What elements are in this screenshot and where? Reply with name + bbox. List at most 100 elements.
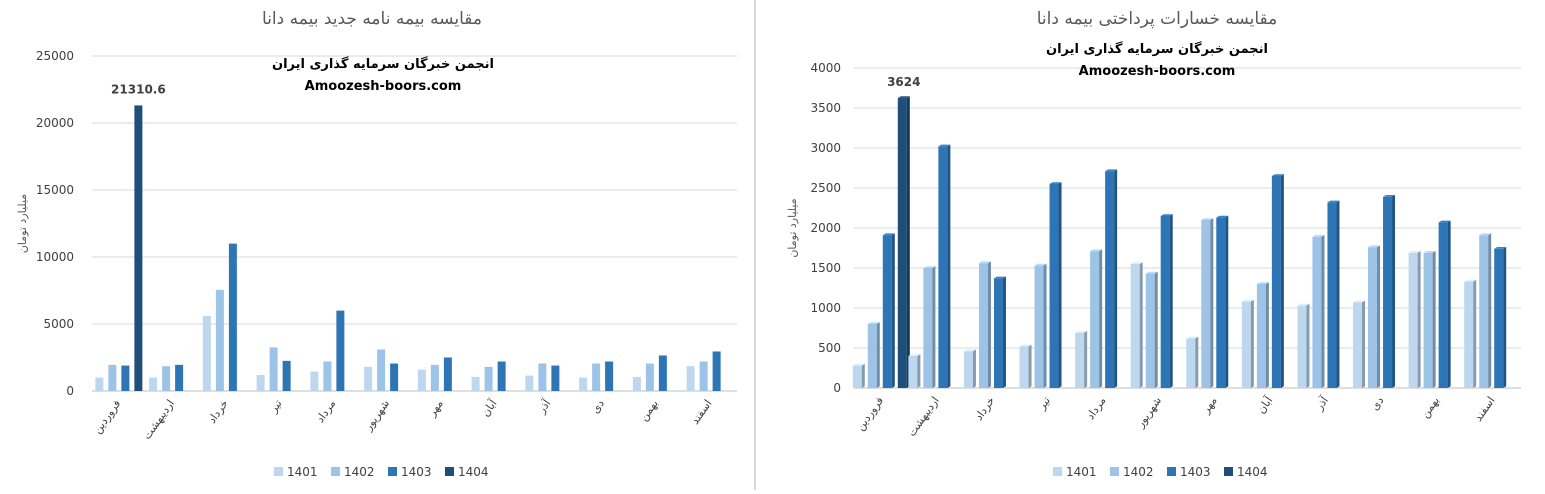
claims-paid-chart-panel: مقایسه خسارات پرداختی بیمه دانا 0 500 1000 1… xyxy=(757,0,1545,490)
bar-1403-11 xyxy=(1494,247,1507,388)
bar-face xyxy=(202,315,211,391)
legend-swatch xyxy=(274,467,283,476)
bar-side xyxy=(1280,174,1284,388)
bar-face xyxy=(592,363,601,391)
bar-1403-10 xyxy=(1438,220,1451,388)
bar-1402-7 xyxy=(1256,282,1269,388)
bar-face xyxy=(269,347,278,391)
bar-face xyxy=(1216,217,1226,388)
bar-1403-1 xyxy=(175,364,184,391)
bar-face xyxy=(1494,248,1504,388)
x-tick-label: آذر xyxy=(1311,393,1331,413)
x-tick-label: مهر xyxy=(425,397,446,419)
legend-label: 1404 xyxy=(458,465,489,479)
bar-1402-6 xyxy=(1201,218,1214,388)
bar-side xyxy=(1002,276,1006,388)
bar-face xyxy=(658,355,667,391)
bar-face xyxy=(897,98,907,388)
bar-1403-4 xyxy=(1105,169,1118,388)
bar-top xyxy=(1034,263,1047,266)
bar-face xyxy=(430,364,439,391)
bar-face xyxy=(484,366,493,391)
bar-1401-11 xyxy=(686,366,695,391)
x-tick-label: بهمن xyxy=(637,397,661,423)
bar-1403-3 xyxy=(1049,182,1062,388)
legend-swatch xyxy=(1110,467,1119,476)
x-tick-label: مرداد xyxy=(313,397,338,425)
bar-side xyxy=(1473,279,1477,388)
y-tick-label: 1500 xyxy=(810,261,841,275)
bar-side xyxy=(1028,344,1032,388)
bar-top xyxy=(1201,218,1214,220)
chart-title: مقایسه خسارات پرداختی بیمه دانا xyxy=(1037,9,1278,29)
legend-label: 1401 xyxy=(287,465,318,479)
bar-face xyxy=(1019,346,1029,388)
bar-top xyxy=(1256,282,1269,284)
bar-side xyxy=(1154,271,1158,388)
x-tick-label: آذر xyxy=(534,396,554,416)
bar-face xyxy=(497,361,506,391)
bar-top xyxy=(1019,344,1032,347)
bar-1402-9 xyxy=(592,363,601,391)
bar-top xyxy=(1423,251,1436,253)
bar-face xyxy=(1464,281,1474,388)
bar-side xyxy=(1447,220,1451,388)
bar-1402-5 xyxy=(1145,271,1158,388)
x-tick-label: شهریور xyxy=(361,397,392,433)
y-tick-label: 3000 xyxy=(810,141,841,155)
bar-face xyxy=(310,371,319,391)
x-tick-label: شهریور xyxy=(1133,394,1164,430)
bar-side xyxy=(1488,233,1492,388)
x-tick-label: آبان xyxy=(1254,393,1276,416)
bar-face xyxy=(390,363,399,391)
bar-1401-9 xyxy=(1353,300,1366,388)
bar-top xyxy=(1186,336,1199,339)
watermark-text: Amoozesh-boors.com xyxy=(305,79,462,94)
bar-top xyxy=(1479,233,1492,236)
bar-face xyxy=(256,374,265,391)
bar-top xyxy=(908,354,921,356)
bar-face xyxy=(1327,202,1337,388)
bar-1403-5 xyxy=(1160,214,1173,388)
bar-face xyxy=(712,351,721,391)
y-tick-label: 10000 xyxy=(36,250,74,264)
bar-1401-0 xyxy=(95,377,104,391)
bar-top xyxy=(1327,200,1340,203)
x-tick-label: فروردین xyxy=(854,394,887,433)
legend-label: 1401 xyxy=(1066,465,1097,479)
bar-side xyxy=(1114,169,1118,388)
bar-side xyxy=(972,349,976,388)
bar-side xyxy=(891,233,895,388)
watermark-text: انجمن خبرگان سرمایه گذاری ایران xyxy=(272,56,494,72)
bar-side xyxy=(1265,282,1269,388)
bar-side xyxy=(1169,214,1173,388)
x-tick-label: دی xyxy=(1368,394,1386,413)
bar-1403-0 xyxy=(121,365,130,391)
bar-top xyxy=(1438,220,1451,223)
bar-1403-9 xyxy=(1383,195,1396,388)
bar-face xyxy=(377,349,386,391)
bar-face xyxy=(1105,171,1115,388)
bar-face xyxy=(686,366,695,391)
bar-face xyxy=(645,363,654,391)
bar-1401-10 xyxy=(632,376,641,391)
bar-1402-3 xyxy=(269,347,278,391)
bar-face xyxy=(1145,273,1155,388)
bar-1402-5 xyxy=(377,349,386,391)
bar-face xyxy=(1353,302,1363,388)
bar-face xyxy=(1479,235,1489,388)
bar-side xyxy=(1503,247,1507,388)
bar-1402-2 xyxy=(215,289,224,391)
claims-paid-chart: مقایسه خسارات پرداختی بیمه دانا 0 500 1000 1… xyxy=(786,9,1521,479)
bar-face xyxy=(121,365,130,391)
data-label: 21310.6 xyxy=(111,82,166,96)
bar-1401-8 xyxy=(525,375,534,391)
x-tick-label: اسفند xyxy=(688,397,714,427)
y-axis-label: میلیارد تومان xyxy=(786,198,799,257)
bar-face xyxy=(908,356,918,388)
bar-top xyxy=(882,233,895,236)
bar-side xyxy=(1084,331,1088,388)
bar-side xyxy=(861,363,865,388)
bar-top xyxy=(1368,245,1381,248)
bar-top xyxy=(923,266,936,268)
